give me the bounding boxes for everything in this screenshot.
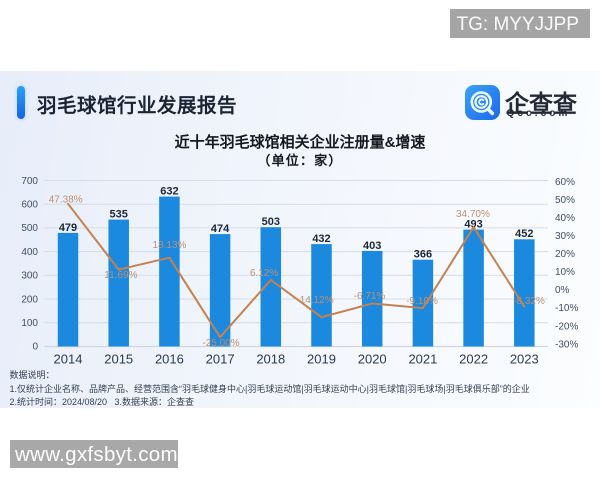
svg-text:-25.00%: -25.00%: [202, 338, 239, 349]
svg-text:2023: 2023: [510, 351, 539, 366]
svg-text:-10%: -10%: [555, 303, 578, 314]
svg-text:2020: 2020: [358, 351, 387, 366]
svg-text:474: 474: [211, 223, 230, 235]
svg-text:20%: 20%: [555, 249, 575, 260]
svg-text:2015: 2015: [104, 351, 133, 366]
svg-text:50%: 50%: [555, 195, 575, 206]
svg-text:300: 300: [21, 271, 38, 282]
svg-text:2018: 2018: [256, 351, 285, 366]
svg-text:535: 535: [110, 209, 128, 221]
svg-text:2017: 2017: [206, 351, 235, 366]
svg-text:11.69%: 11.69%: [104, 270, 137, 281]
svg-text:2016: 2016: [155, 351, 184, 366]
svg-text:30%: 30%: [555, 231, 575, 242]
svg-text:0: 0: [32, 342, 38, 353]
svg-text:479: 479: [59, 222, 77, 234]
svg-text:0%: 0%: [555, 285, 570, 296]
svg-text:400: 400: [21, 247, 38, 258]
svg-text:500: 500: [21, 223, 38, 234]
svg-text:-6.71%: -6.71%: [354, 291, 386, 302]
svg-text:432: 432: [312, 233, 330, 245]
svg-text:6.12%: 6.12%: [250, 268, 278, 279]
svg-text:47.38%: 47.38%: [49, 195, 83, 206]
svg-text:100: 100: [21, 318, 38, 329]
svg-text:-20%: -20%: [555, 321, 578, 332]
svg-text:2022: 2022: [459, 351, 488, 366]
svg-text:700: 700: [21, 176, 38, 187]
svg-text:34.70%: 34.70%: [456, 209, 490, 220]
svg-text:452: 452: [515, 228, 533, 240]
svg-text:2014: 2014: [54, 351, 83, 366]
svg-text:366: 366: [414, 249, 432, 261]
svg-text:10%: 10%: [555, 267, 575, 278]
svg-text:403: 403: [363, 240, 381, 252]
svg-text:2021: 2021: [408, 351, 437, 366]
svg-text:-9.18%: -9.18%: [406, 296, 438, 307]
svg-text:200: 200: [21, 294, 38, 305]
svg-text:40%: 40%: [555, 213, 575, 224]
svg-text:600: 600: [21, 200, 38, 211]
svg-text:493: 493: [464, 219, 482, 231]
svg-text:-30%: -30%: [555, 339, 578, 350]
svg-text:2019: 2019: [307, 351, 336, 366]
svg-text:-14.12%: -14.12%: [296, 295, 333, 306]
svg-text:632: 632: [160, 186, 178, 198]
svg-text:-8.32%: -8.32%: [513, 296, 545, 307]
svg-text:18.13%: 18.13%: [153, 240, 187, 251]
svg-text:503: 503: [262, 216, 280, 228]
svg-text:60%: 60%: [555, 177, 575, 188]
